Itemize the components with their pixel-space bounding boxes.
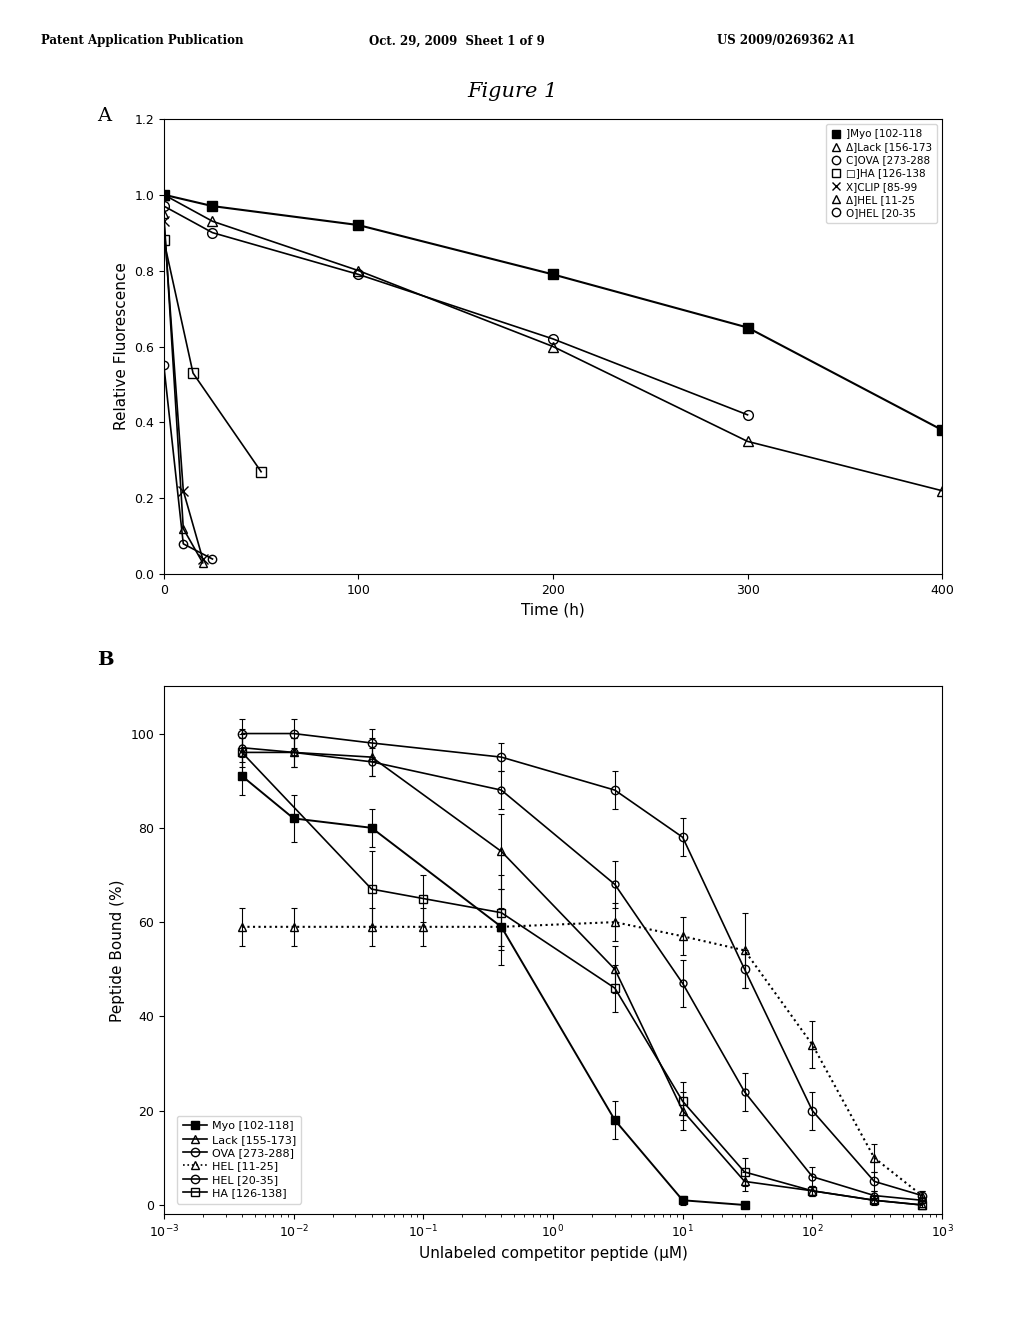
X-axis label: Time (h): Time (h) [521,602,585,618]
Text: A: A [97,107,112,125]
Text: B: B [97,651,114,669]
Text: Figure 1: Figure 1 [467,82,557,100]
Legend: Myo [102-118], Lack [155-173], OVA [273-288], HEL [11-25], HEL [20-35], HA [126-: Myo [102-118], Lack [155-173], OVA [273-… [177,1115,301,1204]
X-axis label: Unlabeled competitor peptide (μM): Unlabeled competitor peptide (μM) [419,1246,687,1262]
Text: US 2009/0269362 A1: US 2009/0269362 A1 [717,34,855,48]
Text: Patent Application Publication: Patent Application Publication [41,34,244,48]
Y-axis label: Relative Fluorescence: Relative Fluorescence [114,263,129,430]
Y-axis label: Peptide Bound (%): Peptide Bound (%) [110,879,125,1022]
Text: Oct. 29, 2009  Sheet 1 of 9: Oct. 29, 2009 Sheet 1 of 9 [369,34,545,48]
Legend: ]Myo [102-118, Δ]Lack [156-173, C]OVA [273-288, □]HA [126-138, X]CLIP [85-99, Δ]: ]Myo [102-118, Δ]Lack [156-173, C]OVA [2… [825,124,937,223]
